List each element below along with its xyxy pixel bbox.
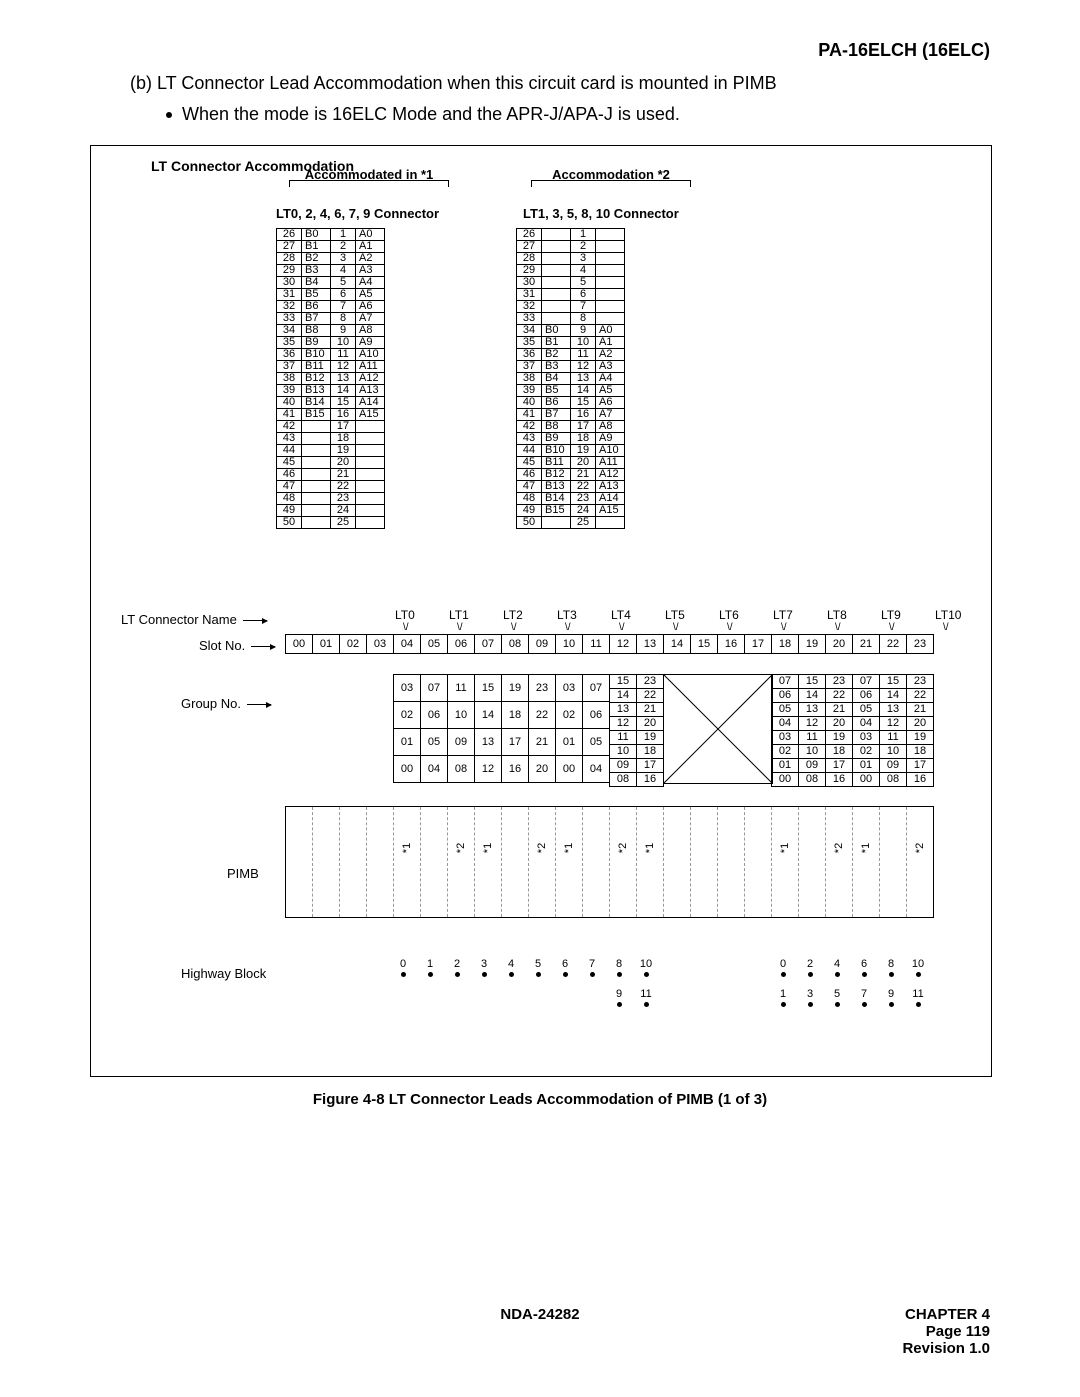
para-b: (b) LT Connector Lead Accommodation when… bbox=[130, 73, 990, 94]
figure-box: LT Connector Accommodation Accommodated … bbox=[90, 145, 992, 1077]
group-grid-b: 0715230715230614220614220513210513210412… bbox=[771, 674, 934, 787]
arrow-icon bbox=[243, 620, 267, 621]
group-grid-a: 0307111519230307020610141822020601050913… bbox=[393, 674, 610, 783]
pin-table-right: 26127228329430531632733834B09A035B110A13… bbox=[516, 228, 625, 529]
lbl-group: Group No. bbox=[181, 696, 271, 711]
bracket-acc2: Accommodation *2 bbox=[531, 180, 691, 182]
sub2: LT1, 3, 5, 8, 10 Connector bbox=[523, 206, 679, 221]
para-bullet: When the mode is 16ELC Mode and the APR-… bbox=[166, 104, 990, 125]
lbl-hw: Highway Block bbox=[181, 966, 266, 981]
lbl-ltname: LT Connector Name bbox=[121, 612, 267, 627]
footer: NDA-24282 CHAPTER 4 Page 119 Revision 1.… bbox=[90, 1306, 990, 1357]
group-grid-a-half: 15231422132112201119101809170816 bbox=[609, 674, 664, 787]
lbl-slot: Slot No. bbox=[199, 638, 275, 653]
bullet-icon bbox=[166, 112, 172, 118]
lbl-pimb: PIMB bbox=[227, 866, 259, 881]
x-box bbox=[663, 674, 773, 784]
arrow-icon bbox=[251, 646, 275, 647]
pin-table-left: 26B01A027B12A128B23A229B34A330B45A431B56… bbox=[276, 228, 385, 529]
slot-strip: 0001020304050607080910111213141516171819… bbox=[285, 634, 934, 654]
pimb-strip: *1*2*1*2*1*2*1*1*2*1*2 bbox=[285, 806, 934, 918]
header-model: PA-16ELCH (16ELC) bbox=[90, 40, 990, 61]
sub1: LT0, 2, 4, 6, 7, 9 Connector bbox=[276, 206, 439, 221]
bracket-acc1: Accommodated in *1 bbox=[289, 180, 449, 182]
figure-caption: Figure 4-8 LT Connector Leads Accommodat… bbox=[90, 1091, 990, 1108]
arrow-icon bbox=[247, 704, 271, 705]
